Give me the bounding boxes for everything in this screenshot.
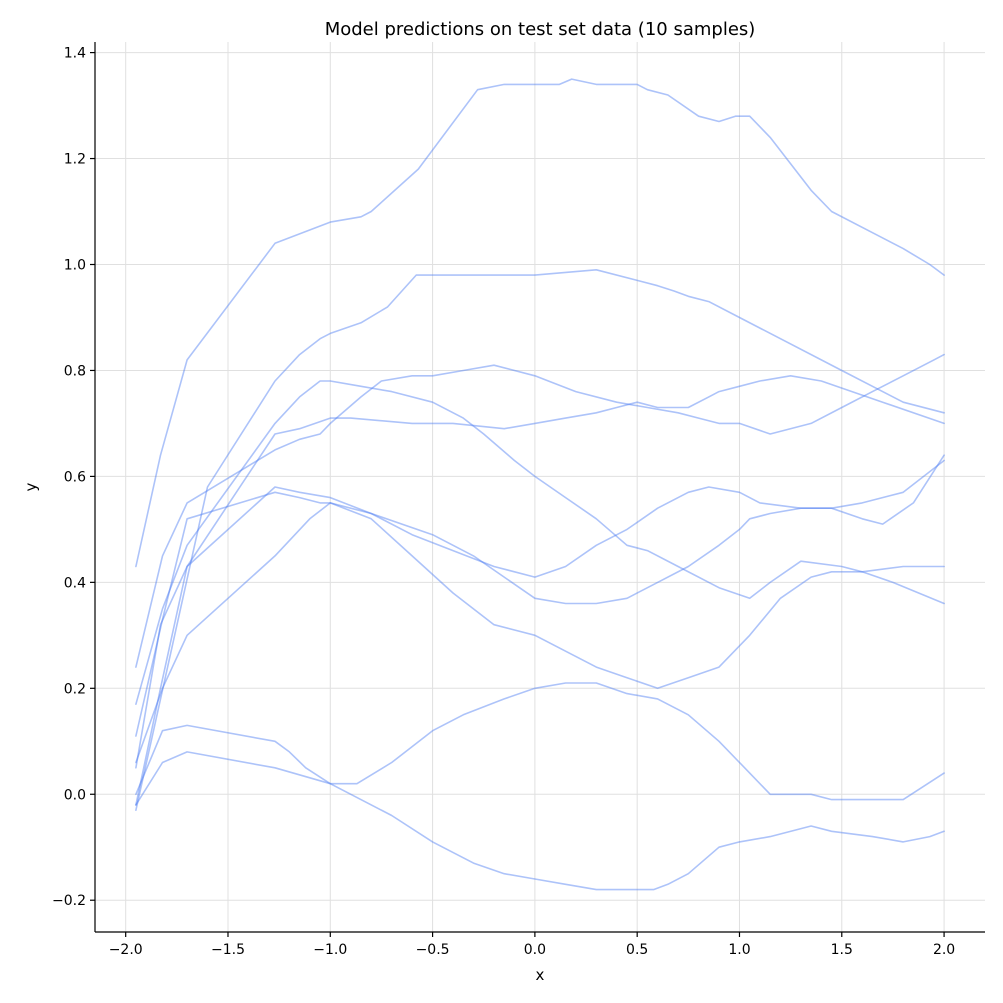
x-tick-label: −1.0: [313, 942, 347, 958]
y-tick-label: 0.8: [64, 363, 86, 379]
x-tick-label: 0.5: [626, 942, 648, 958]
y-axis-label: y: [22, 482, 40, 491]
y-tick-label: 0.0: [64, 787, 86, 803]
x-tick-label: −0.5: [416, 942, 450, 958]
series-line-4: [135, 380, 945, 706]
series-line-8: [135, 459, 945, 806]
y-tick-label: 0.6: [64, 469, 86, 485]
y-tick-label: 0.4: [64, 575, 86, 591]
y-tick-label: −0.2: [52, 893, 86, 909]
chart-title: Model predictions on test set data (10 s…: [325, 19, 756, 40]
series-line-3: [135, 353, 945, 668]
x-axis-label: x: [536, 966, 545, 984]
x-tick-label: 0.0: [524, 942, 546, 958]
x-tick-label: 2.0: [933, 942, 955, 958]
series-line-1: [135, 78, 945, 568]
tick-layer: −2.0 −1.5 −1.0 −0.5 0.0 0.5 1.0 1.5 2.0 −0.2 0.0 0.…: [52, 46, 955, 958]
series-line-2: [135, 268, 945, 812]
y-tick-label: 1.2: [64, 152, 86, 168]
series-line-7: [135, 502, 945, 764]
series-layer: [135, 78, 945, 891]
series-line-9: [135, 682, 945, 801]
y-tick-label: 1.0: [64, 258, 86, 274]
x-tick-label: 1.0: [728, 942, 750, 958]
x-tick-label: −2.0: [109, 942, 143, 958]
series-line-5: [135, 374, 945, 769]
series-line-6: [135, 454, 945, 737]
y-tick-label: 1.4: [64, 46, 86, 62]
series-line-10: [135, 751, 945, 891]
x-tick-label: −1.5: [211, 942, 245, 958]
grid-layer: [95, 42, 985, 932]
y-tick-label: 0.2: [64, 681, 86, 697]
x-tick-label: 1.5: [831, 942, 853, 958]
